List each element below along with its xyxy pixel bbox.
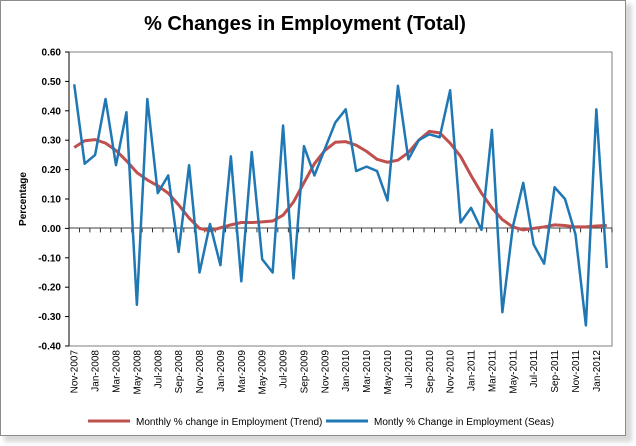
- x-tick-label: May-2008: [132, 350, 143, 395]
- y-tick-label: -0.30: [38, 312, 61, 323]
- x-tick-group: Nov-2007 Jan-2008 Mar-2008 May-2008 Jul-2008…: [68, 228, 613, 395]
- y-tick-label: 0.40: [42, 106, 62, 117]
- legend-label-seas: Montly % Change in Employment (Seas): [374, 417, 554, 428]
- x-tick-label: Sep-2010: [425, 350, 436, 394]
- legend: Monthly % change in Employment (Trend) M…: [88, 417, 554, 428]
- x-tick-label: Sep-2011: [550, 350, 561, 393]
- y-tick-label: 0.30: [42, 136, 62, 147]
- x-tick-label: Jul-2011: [529, 350, 540, 388]
- x-tick-label: Nov-2009: [320, 350, 331, 394]
- y-tick-label: -0.20: [38, 283, 61, 294]
- y-tick-group: 0.60 0.50 0.40 0.30 0.20 0.10 0.00 -0.10 -0.20 -0…: [38, 48, 69, 353]
- x-tick-label: Nov-2011: [571, 350, 582, 393]
- x-tick-label: Nov-2008: [195, 350, 206, 394]
- x-tick-label: Jan-2011: [467, 350, 478, 391]
- y-tick-label: -0.40: [38, 342, 61, 353]
- x-tick-label: Jul-2009: [279, 350, 290, 389]
- y-tick-label: 0.00: [42, 224, 62, 235]
- x-tick-label: Jul-2010: [404, 350, 415, 389]
- x-tick-label: May-2011: [508, 350, 519, 394]
- y-tick-label: 0.20: [42, 165, 62, 176]
- x-tick-label: Mar-2011: [487, 350, 498, 392]
- legend-label-trend: Monthly % change in Employment (Trend): [136, 417, 322, 428]
- x-tick-label: Mar-2009: [237, 350, 248, 393]
- y-tick-label: 0.10: [42, 195, 62, 206]
- x-tick-label: Mar-2010: [362, 350, 373, 393]
- plot-area: [68, 51, 613, 347]
- x-tick-label: Nov-2007: [70, 350, 81, 394]
- y-tick-label: -0.10: [38, 253, 61, 264]
- x-tick-label: May-2009: [258, 350, 269, 395]
- x-tick-label: Nov-2010: [446, 350, 457, 394]
- series-layer: [72, 84, 609, 327]
- x-tick-label: Mar-2008: [111, 350, 122, 393]
- chart-title: % Changes in Employment (Total): [144, 13, 466, 35]
- y-tick-label: 0.50: [42, 77, 62, 88]
- x-tick-label: Jan-2012: [592, 350, 603, 392]
- x-tick-label: Jan-2008: [91, 350, 102, 392]
- x-tick-label: Jan-2009: [216, 350, 227, 392]
- x-tick-label: May-2010: [383, 350, 394, 395]
- y-tick-label: 0.60: [42, 48, 62, 59]
- x-tick-label: Sep-2009: [299, 350, 310, 394]
- seasonal-line: [72, 84, 609, 327]
- x-tick-label: Jul-2008: [153, 350, 164, 389]
- y-axis-label: Percentage: [18, 172, 29, 226]
- x-tick-label: Sep-2008: [174, 350, 185, 394]
- trend-line: [73, 129, 607, 233]
- x-tick-label: Jan-2010: [341, 350, 352, 392]
